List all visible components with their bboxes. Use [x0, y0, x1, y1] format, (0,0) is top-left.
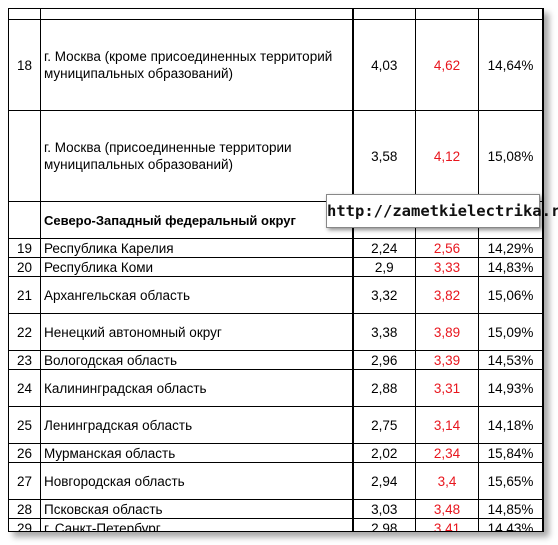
tariff-increase-percent: 15,65%: [478, 462, 543, 500]
table-row: [9, 9, 543, 20]
row-name: Новгородская область: [40, 462, 354, 500]
tariff-value: 4,03: [352, 19, 416, 111]
row-name: Ленинградская область: [40, 406, 354, 444]
tariff-new-value: 3,39: [415, 350, 479, 370]
table-row: 29 г. Санкт-Петербург 2,98 3,41 14,43%: [9, 518, 543, 531]
table-row: 28 Псковская область 3,03 3,48 14,85%: [9, 499, 543, 519]
tariff-value: 3,58: [352, 110, 416, 202]
row-name: г. Москва (кроме присоединенных территор…: [40, 19, 354, 111]
tariff-new-value: 3,14: [415, 406, 479, 444]
table-row: 22 Ненецкий автономный округ 3,38 3,89 1…: [9, 313, 543, 351]
row-name: Республика Коми: [40, 257, 354, 277]
tariff-value: 3,03: [352, 499, 416, 519]
tariff-new-value: 3,41: [415, 518, 479, 531]
table-row: 24 Калининградская область 2,88 3,31 14,…: [9, 369, 543, 407]
tariff-increase-percent: 14,18%: [478, 406, 543, 444]
row-number: 18: [9, 19, 41, 111]
tariff-increase-percent: 14,64%: [478, 19, 543, 111]
tariff-new-value: 4,12: [415, 110, 479, 202]
table-row: 19 Республика Карелия 2,24 2,56 14,29%: [9, 238, 543, 258]
tariff-increase-percent: [478, 9, 543, 20]
tariff-increase-percent: 15,06%: [478, 276, 543, 314]
row-number: 20: [9, 257, 41, 277]
row-number: 29: [9, 518, 41, 531]
row-name: г. Санкт-Петербург: [40, 518, 354, 531]
region-name: Северо-Западный федеральный округ: [40, 201, 354, 239]
site-watermark-badge: http://zametkielectrika.ru: [326, 194, 558, 228]
row-number: 28: [9, 499, 41, 519]
row-number: [9, 9, 41, 20]
tariff-new-value: 3,89: [415, 313, 479, 351]
table-row: 18 г. Москва (кроме присоединенных терри…: [9, 19, 543, 111]
tariff-new-value: [415, 9, 479, 20]
tariff-value: 2,9: [352, 257, 416, 277]
tariff-value: 2,94: [352, 462, 416, 500]
table-row: г. Москва (присоединенные территории мун…: [9, 110, 543, 202]
row-name: Архангельская область: [40, 276, 354, 314]
row-name: Псковская область: [40, 499, 354, 519]
row-name: Ненецкий автономный округ: [40, 313, 354, 351]
row-name: [40, 9, 354, 20]
tariff-increase-percent: 14,53%: [478, 350, 543, 370]
table-row: 25 Ленинградская область 2,75 3,14 14,18…: [9, 406, 543, 444]
tariff-new-value: 3,4: [415, 462, 479, 500]
row-name: г. Москва (присоединенные территории мун…: [40, 110, 354, 202]
row-number: 27: [9, 462, 41, 500]
tariff-increase-percent: 15,08%: [478, 110, 543, 202]
table-row: 27 Новгородская область 2,94 3,4 15,65%: [9, 462, 543, 500]
tariff-value: 2,96: [352, 350, 416, 370]
tariff-value: 2,02: [352, 443, 416, 463]
row-number: 21: [9, 276, 41, 314]
tariff-value: 3,38: [352, 313, 416, 351]
tariff-increase-percent: 14,43%: [478, 518, 543, 531]
tariff-increase-percent: 14,29%: [478, 238, 543, 258]
tariff-increase-percent: 14,93%: [478, 369, 543, 407]
row-name: Республика Карелия: [40, 238, 354, 258]
tariff-increase-percent: 15,84%: [478, 443, 543, 463]
row-number: 23: [9, 350, 41, 370]
tariff-increase-percent: 15,09%: [478, 313, 543, 351]
tariff-table-sheet: 18 г. Москва (кроме присоединенных терри…: [8, 8, 544, 532]
tariff-value: 2,75: [352, 406, 416, 444]
row-number: 25: [9, 406, 41, 444]
tariff-new-value: 2,56: [415, 238, 479, 258]
tariff-increase-percent: 14,85%: [478, 499, 543, 519]
tariff-value: [352, 9, 416, 20]
table-row: 26 Мурманская область 2,02 2,34 15,84%: [9, 443, 543, 463]
tariff-value: 2,24: [352, 238, 416, 258]
tariff-new-value: 2,34: [415, 443, 479, 463]
tariff-new-value: 3,48: [415, 499, 479, 519]
row-name: Калининградская область: [40, 369, 354, 407]
row-number: 24: [9, 369, 41, 407]
table-row: 23 Вологодская область 2,96 3,39 14,53%: [9, 350, 543, 370]
row-name: Мурманская область: [40, 443, 354, 463]
tariff-value: 3,32: [352, 276, 416, 314]
row-number: [9, 110, 41, 202]
tariff-increase-percent: 14,83%: [478, 257, 543, 277]
tariff-new-value: 3,33: [415, 257, 479, 277]
table-row: 21 Архангельская область 3,32 3,82 15,06…: [9, 276, 543, 314]
row-number: 22: [9, 313, 41, 351]
tariff-new-value: 3,31: [415, 369, 479, 407]
tariff-new-value: 3,82: [415, 276, 479, 314]
table-row: 20 Республика Коми 2,9 3,33 14,83%: [9, 257, 543, 277]
row-number: [9, 201, 41, 239]
tariff-value: 2,98: [352, 518, 416, 531]
tariff-new-value: 4,62: [415, 19, 479, 111]
tariff-value: 2,88: [352, 369, 416, 407]
row-number: 26: [9, 443, 41, 463]
tariff-table: 18 г. Москва (кроме присоединенных терри…: [9, 9, 543, 531]
row-number: 19: [9, 238, 41, 258]
row-name: Вологодская область: [40, 350, 354, 370]
